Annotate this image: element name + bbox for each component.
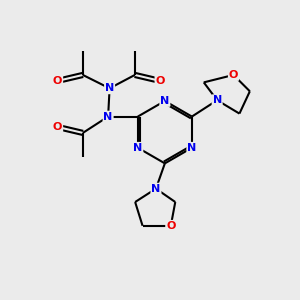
Text: N: N xyxy=(103,112,113,122)
Text: N: N xyxy=(212,95,222,105)
Text: O: O xyxy=(53,76,62,86)
Text: O: O xyxy=(166,221,176,231)
Text: N: N xyxy=(133,143,142,153)
Text: O: O xyxy=(53,122,62,132)
Text: O: O xyxy=(155,76,165,86)
Text: N: N xyxy=(160,96,170,106)
Text: N: N xyxy=(151,184,160,194)
Text: O: O xyxy=(229,70,238,80)
Text: N: N xyxy=(105,83,114,93)
Text: N: N xyxy=(187,143,196,153)
